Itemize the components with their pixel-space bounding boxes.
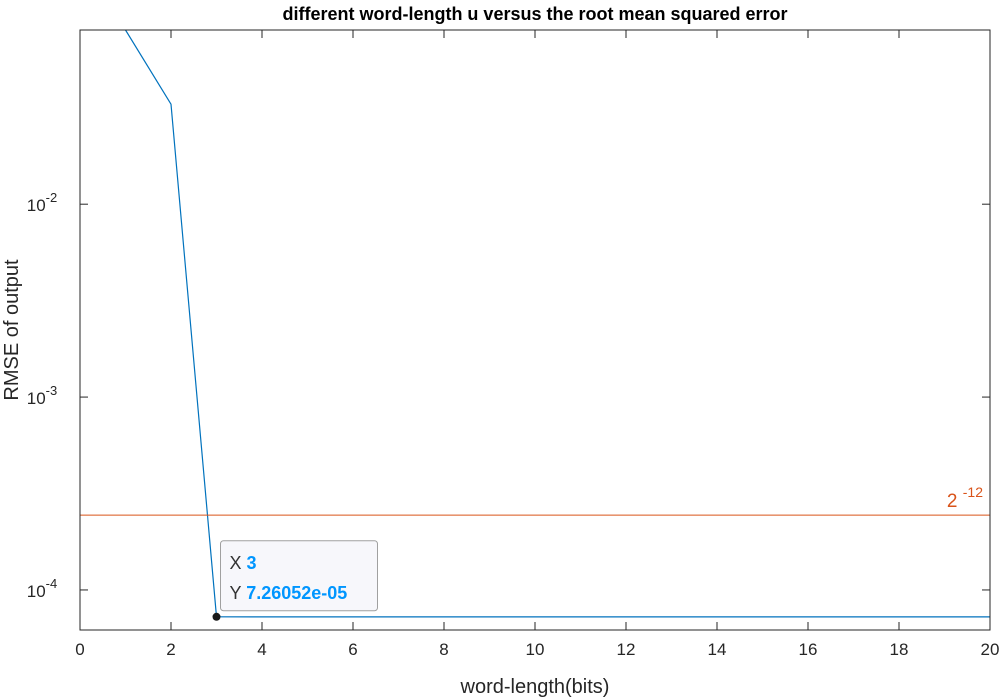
datatip-marker[interactable]: [212, 612, 221, 621]
y-tick-label-base: 10: [27, 389, 46, 408]
y-tick-label-base: 10: [27, 196, 46, 215]
x-tick-label: 20: [981, 640, 1000, 659]
x-tick-label: 8: [439, 640, 448, 659]
x-axis-title: word-length(bits): [460, 676, 610, 698]
datatip-x-row: X 3: [230, 553, 257, 573]
y-tick-label-exponent: -3: [46, 383, 58, 398]
datatip-y-value: 7.26052e-05: [246, 583, 347, 603]
reference-line-label: 2 -12: [947, 484, 983, 512]
reference-label-base: 2: [947, 491, 963, 512]
x-tick-label: 16: [799, 640, 818, 659]
y-tick-label-exponent: -4: [46, 576, 58, 591]
datatip[interactable]: X 3Y 7.26052e-05: [212, 540, 378, 621]
datatip-x-label: X: [230, 553, 247, 573]
y-tick-label: 10-4: [27, 576, 57, 601]
x-tick-label: 12: [617, 640, 636, 659]
datatip-box[interactable]: [220, 540, 378, 612]
x-tick-label: 14: [708, 640, 727, 659]
x-tick-label: 2: [166, 640, 175, 659]
y-axis-title: RMSE of output: [1, 259, 23, 401]
chart-title: different word-length u versus the root …: [282, 4, 787, 24]
y-tick-label-exponent: -2: [46, 190, 58, 205]
y-tick-label-base: 10: [27, 582, 46, 601]
datatip-y-row: Y 7.26052e-05: [230, 583, 348, 603]
datatip-y-label: Y: [230, 583, 247, 603]
y-tick-label: 10-2: [27, 190, 57, 215]
x-tick-label: 6: [348, 640, 357, 659]
x-tick-label: 4: [257, 640, 266, 659]
series-line: [124, 30, 990, 618]
x-tick-label: 0: [75, 640, 84, 659]
x-tick-label: 18: [890, 640, 909, 659]
reference-line-layer: 2 -12: [80, 484, 990, 516]
reference-label-exponent: -12: [963, 484, 983, 500]
y-tick-label: 10-3: [27, 383, 57, 408]
plot-area: [80, 30, 990, 630]
datatip-x-value: 3: [247, 553, 257, 573]
x-tick-label: 10: [526, 640, 545, 659]
series-layer: [124, 30, 990, 618]
